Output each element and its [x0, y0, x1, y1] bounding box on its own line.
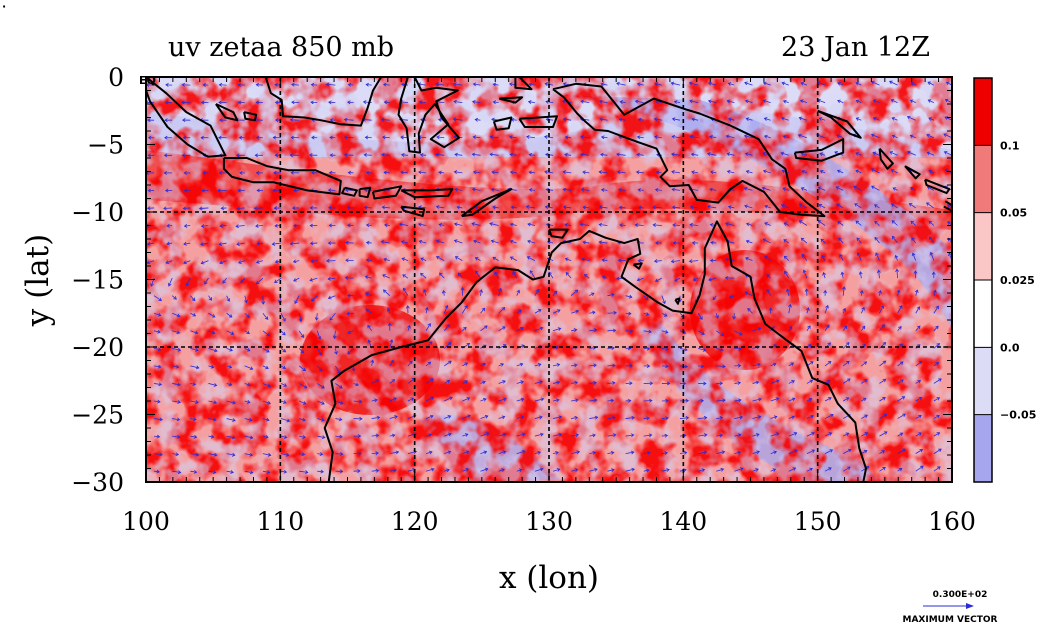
- colorbar: 0.1 0.05 0.025 0.0 −0.05: [974, 78, 1036, 482]
- chart-date: 23 Jan 12Z: [781, 32, 930, 63]
- y-tick-label: −25: [71, 401, 124, 430]
- colorbar-swatch: [974, 78, 992, 145]
- vector-key-value: 0.300E+02: [933, 590, 988, 600]
- x-tick-label: 150: [794, 507, 842, 536]
- equator-label: EQ: [139, 74, 156, 87]
- y-tick-label: −30: [71, 468, 124, 497]
- x-tick-label: 160: [928, 507, 976, 536]
- colorbar-label: 0.05: [1000, 207, 1027, 220]
- colorbar-label: 0.1: [1000, 139, 1020, 152]
- x-tick-label: 120: [391, 507, 439, 536]
- vector-key-arrowhead: [966, 603, 974, 609]
- y-axis-label: y (lat): [20, 234, 56, 327]
- colorbar-swatch: [974, 415, 992, 482]
- vector-key: 0.300E+02 MAXIMUM VECTOR: [902, 590, 997, 625]
- y-tick-label: 0: [108, 63, 124, 92]
- x-tick-label: 130: [525, 507, 573, 536]
- colorbar-label: 0.025: [1000, 274, 1035, 287]
- colorbar-swatch: [974, 347, 992, 414]
- wind-vector: [952, 466, 959, 471]
- x-tick-label: 110: [256, 507, 304, 536]
- y-tick-label: −5: [87, 131, 124, 160]
- colorbar-label: 0.0: [1000, 341, 1020, 354]
- colorbar-label: −0.05: [1000, 409, 1036, 422]
- chart-title: uv zetaa 850 mb: [168, 32, 394, 63]
- corner-mark: ·: [2, 0, 6, 13]
- colorbar-swatch: [974, 280, 992, 347]
- y-tick-label: −10: [71, 198, 124, 227]
- colorbar-swatch: [974, 145, 992, 212]
- colorbar-swatch: [974, 213, 992, 280]
- y-tick-label: −20: [71, 333, 124, 362]
- x-tick-label: 140: [659, 507, 707, 536]
- x-tick-label: 100: [122, 507, 170, 536]
- vector-key-caption: MAXIMUM VECTOR: [902, 615, 997, 625]
- y-tick-label: −15: [71, 266, 124, 295]
- plot-area: [145, 77, 959, 482]
- x-axis-label: x (lon): [499, 560, 599, 596]
